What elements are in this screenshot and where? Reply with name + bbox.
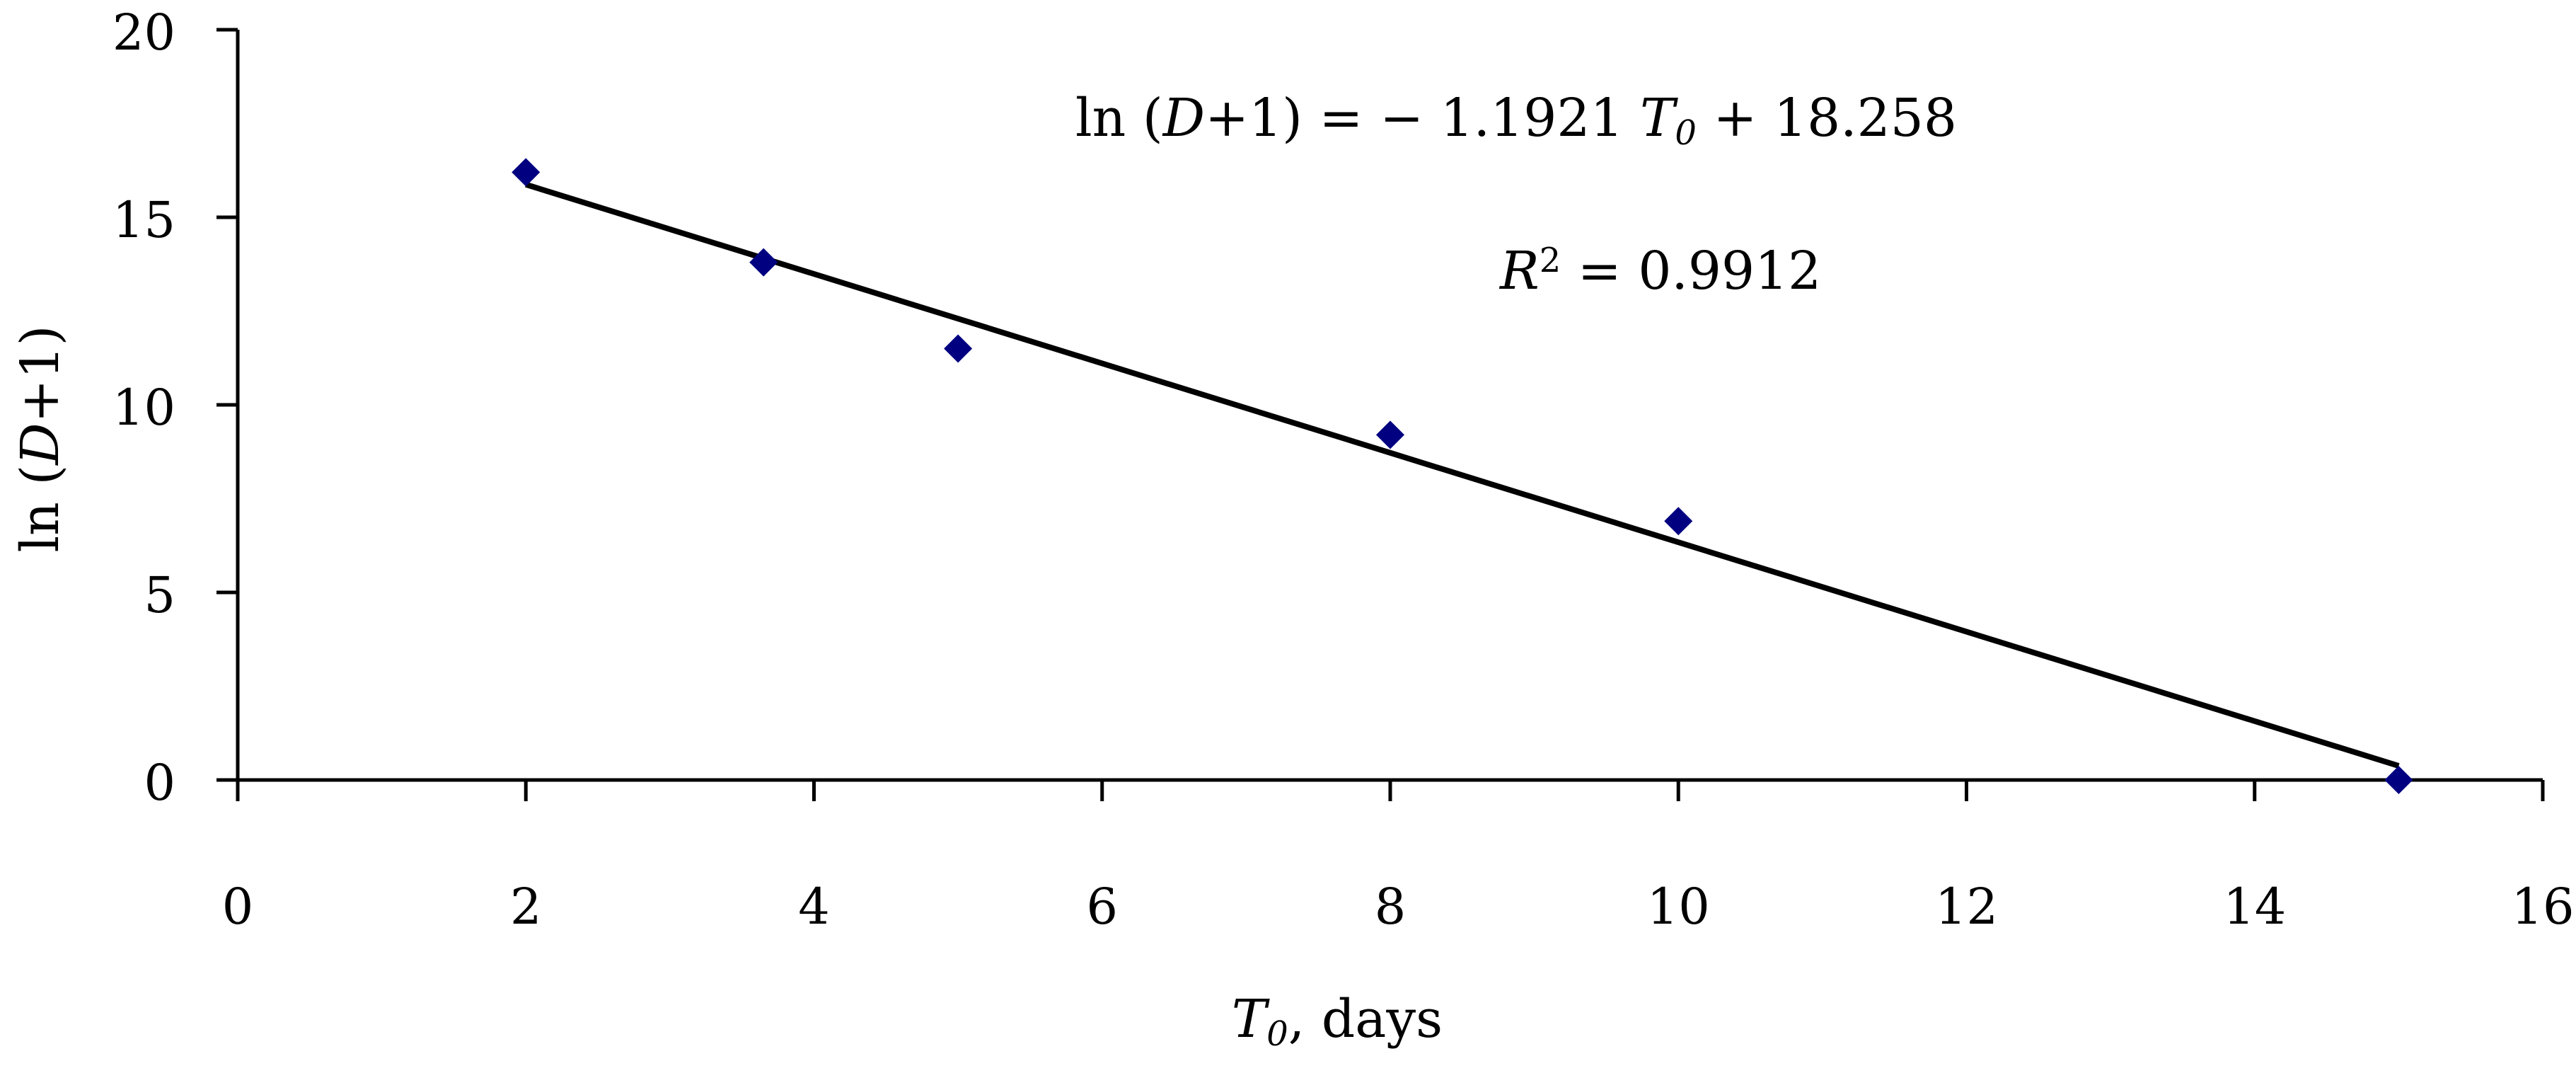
x-tick-label: 10 <box>1647 878 1710 936</box>
trendline-group <box>525 181 2400 769</box>
regression-equation: ln (D+1) = − 1.1921 T0 + 18.258 <box>1075 88 1957 153</box>
x-tick-label: 16 <box>2511 878 2574 936</box>
data-point <box>1664 507 1693 536</box>
x-tick-label: 4 <box>798 878 830 936</box>
data-point <box>749 248 778 277</box>
data-point <box>1376 420 1404 449</box>
r-squared-label: R2 = 0.9912 <box>1498 241 1821 302</box>
data-points <box>512 158 2413 794</box>
data-point <box>512 158 541 187</box>
data-point <box>2384 766 2413 794</box>
y-axis-label: ln (D+1) <box>10 325 71 552</box>
y-tick-label: 20 <box>112 4 175 62</box>
y-ticks: 0 5 10 15 20 <box>112 4 238 812</box>
x-tick-label: 0 <box>222 878 254 936</box>
y-tick-label: 0 <box>144 754 175 812</box>
x-tick-label: 2 <box>510 878 542 936</box>
x-tick-label: 14 <box>2223 878 2286 936</box>
x-axis-label: T0, days <box>1232 989 1443 1054</box>
x-tick-label: 8 <box>1375 878 1407 936</box>
y-tick-label: 5 <box>144 566 175 624</box>
trendline <box>525 181 2400 769</box>
y-tick-label: 10 <box>112 379 175 437</box>
x-tick-label: 6 <box>1086 878 1118 936</box>
y-tick-label: 15 <box>112 191 175 249</box>
data-point <box>944 334 973 363</box>
x-tick-label: 12 <box>1935 878 1998 936</box>
x-ticks: 0 2 4 6 8 10 12 14 16 <box>222 780 2575 936</box>
